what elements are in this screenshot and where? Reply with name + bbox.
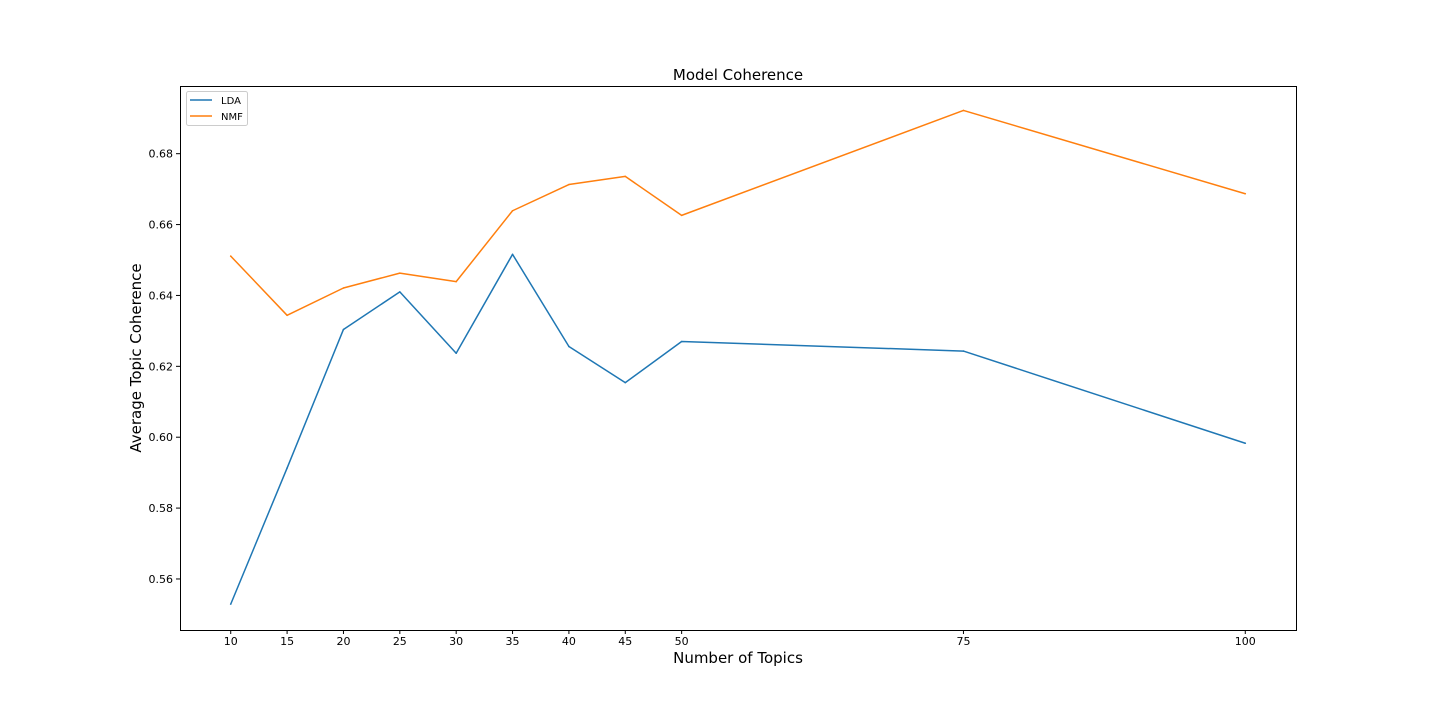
data-point-nmf	[286, 314, 288, 317]
legend: LDA NMF	[186, 91, 248, 126]
data-point-lda	[229, 603, 232, 605]
y-axis-label: Average Topic Coherence	[127, 263, 145, 452]
data-point-nmf	[1244, 192, 1247, 195]
data-point-lda	[568, 345, 570, 348]
x-tick-label: 25	[393, 635, 407, 648]
y-tick-label: 0.66	[149, 219, 174, 232]
data-point-nmf	[568, 183, 570, 186]
data-point-lda	[680, 340, 683, 343]
data-point-nmf	[962, 109, 965, 112]
y-tick-label: 0.60	[149, 431, 174, 444]
legend-label-nmf: NMF	[221, 112, 243, 123]
plot-area	[180, 86, 1297, 631]
x-tick-label: 75	[956, 635, 970, 648]
data-point-nmf	[624, 175, 627, 178]
data-point-lda	[342, 328, 345, 331]
x-tick-label: 30	[449, 635, 463, 648]
x-tick-label: 40	[562, 635, 576, 648]
x-tick-label: 45	[618, 635, 632, 648]
data-point-nmf	[229, 255, 232, 257]
x-tick-label: 20	[336, 635, 350, 648]
data-point-lda	[511, 253, 514, 256]
y-tick-label: 0.56	[149, 573, 174, 586]
x-tick-label: 35	[506, 635, 520, 648]
y-tick-label: 0.62	[149, 360, 174, 373]
x-tick-label: 50	[675, 635, 689, 648]
series-layer	[229, 109, 1247, 605]
y-tick-label: 0.58	[149, 502, 174, 515]
data-point-lda	[1244, 442, 1247, 445]
data-point-nmf	[511, 209, 514, 212]
data-point-lda	[399, 291, 401, 293]
y-axis: 0.56 0.58 0.60 0.62 0.64 0.66 0.68	[149, 148, 180, 586]
data-point-nmf	[455, 280, 457, 283]
legend-label-lda: LDA	[221, 96, 241, 107]
data-point-lda	[962, 350, 965, 352]
data-point-nmf	[399, 272, 401, 274]
y-tick-label: 0.64	[149, 289, 174, 302]
data-point-nmf	[680, 214, 683, 217]
data-point-lda	[455, 352, 457, 355]
data-point-lda	[624, 381, 627, 384]
x-tick-label: 15	[280, 635, 294, 648]
x-tick-label: 10	[224, 635, 238, 648]
x-axis-label: Number of Topics	[673, 649, 803, 667]
chart-title: Model Coherence	[673, 66, 803, 84]
data-point-lda	[286, 467, 288, 469]
y-tick-label: 0.68	[149, 148, 174, 161]
x-tick-label: 100	[1235, 635, 1256, 648]
x-axis: 10 15 20 25 30 35 40 45 50 75 100	[224, 630, 1256, 648]
data-point-nmf	[342, 287, 345, 289]
